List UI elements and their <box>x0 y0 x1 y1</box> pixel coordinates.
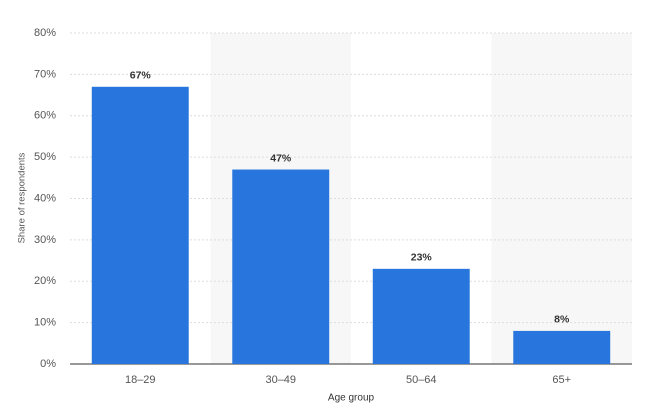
bar <box>513 330 611 364</box>
y-tick-label: 20% <box>34 275 56 287</box>
value-label: 23% <box>411 252 433 264</box>
x-tick-label: 65+ <box>552 374 571 386</box>
value-label: 47% <box>270 152 292 164</box>
y-tick-label: 50% <box>34 151 56 163</box>
value-label: 67% <box>130 70 152 82</box>
bar <box>91 86 189 364</box>
y-tick-label: 40% <box>34 192 56 204</box>
x-tick-label: 30–49 <box>265 374 296 386</box>
y-tick-label: 80% <box>34 27 56 39</box>
y-tick-label: 10% <box>34 317 56 329</box>
bar <box>232 169 330 364</box>
y-tick-label: 0% <box>40 358 56 370</box>
bar <box>372 268 470 364</box>
y-tick-label: 30% <box>34 234 56 246</box>
y-tick-label: 70% <box>34 68 56 80</box>
x-tick-label: 18–29 <box>125 374 156 386</box>
value-label: 8% <box>554 314 570 326</box>
x-tick-label: 50–64 <box>406 374 437 386</box>
y-tick-label: 60% <box>34 110 56 122</box>
x-axis-label: Age group <box>328 393 375 404</box>
y-axis-label: Share of respondents <box>17 152 28 243</box>
